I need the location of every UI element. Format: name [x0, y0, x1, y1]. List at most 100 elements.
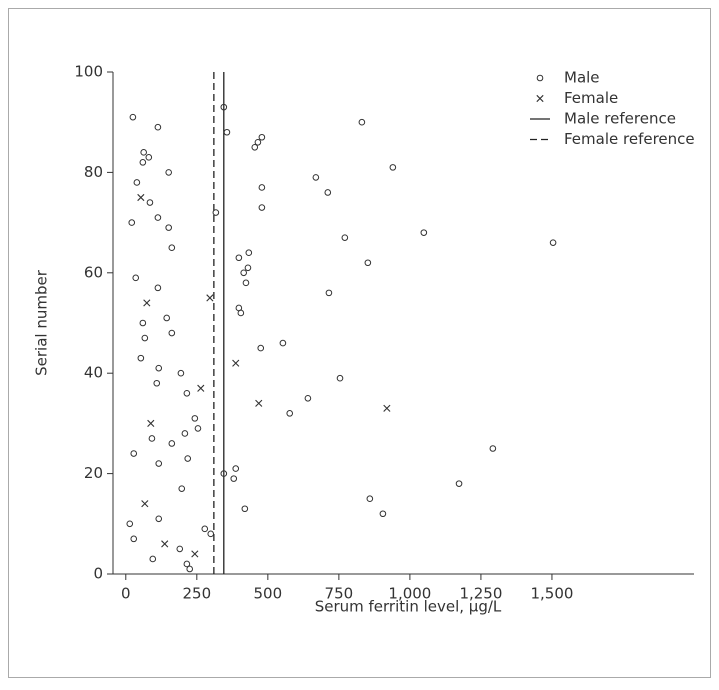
data-point	[153, 379, 161, 387]
data-point	[165, 169, 172, 176]
data-point	[181, 430, 189, 437]
data-point	[420, 229, 428, 236]
y-tick-label: 60	[84, 263, 103, 281]
data-point	[212, 209, 220, 216]
y-axis-label: Serial number	[33, 269, 51, 376]
data-point	[232, 465, 240, 472]
data-point	[129, 113, 137, 121]
data-point	[336, 374, 344, 382]
data-point	[155, 364, 163, 372]
data-point	[130, 450, 138, 457]
data-point	[139, 319, 147, 327]
data-point	[194, 425, 202, 432]
data-point	[184, 455, 192, 462]
data-point	[163, 314, 170, 322]
data-point	[230, 475, 238, 482]
data-point	[255, 399, 263, 407]
data-point	[358, 118, 366, 126]
data-point	[139, 159, 147, 166]
frame	[8, 8, 711, 678]
data-point	[154, 123, 162, 131]
data-point	[183, 560, 191, 568]
data-point	[366, 495, 374, 503]
data-point	[389, 164, 397, 171]
data-point	[143, 299, 151, 307]
data-point	[145, 154, 153, 161]
data-point	[197, 384, 205, 392]
x-tick-label: 500	[254, 585, 283, 603]
data-point	[286, 410, 294, 417]
data-point	[149, 555, 157, 563]
data-point	[128, 219, 136, 226]
legend-label: Male	[564, 69, 600, 87]
data-point	[201, 525, 209, 533]
legend-label: Female	[564, 89, 618, 107]
data-point	[206, 294, 214, 302]
data-point	[489, 445, 497, 452]
x-tick-label: 250	[182, 585, 211, 603]
x-tick-label: 1,500	[530, 585, 573, 603]
data-point	[137, 193, 145, 202]
data-point	[237, 309, 245, 317]
data-point	[154, 214, 162, 221]
x-tick-label: 0	[121, 585, 131, 603]
data-point	[178, 485, 186, 492]
data-point	[168, 329, 176, 337]
data-point	[154, 284, 162, 292]
data-point	[312, 174, 320, 181]
data-point	[133, 179, 141, 186]
data-point	[383, 404, 391, 412]
y-tick-label: 80	[84, 163, 103, 181]
y-tick-label: 40	[84, 364, 103, 382]
data-point	[146, 199, 154, 206]
data-point	[258, 133, 266, 141]
legend-marker	[536, 94, 544, 103]
data-point	[379, 510, 387, 518]
data-point	[132, 274, 140, 282]
data-point	[186, 565, 194, 573]
data-point	[130, 535, 138, 543]
data-point	[341, 234, 349, 241]
legend-label: Male reference	[564, 110, 676, 128]
data-point	[240, 269, 247, 277]
data-point	[251, 144, 259, 151]
data-point	[549, 239, 557, 246]
x-tick-label: 1,000	[388, 585, 431, 603]
data-point	[324, 189, 332, 196]
data-point	[141, 334, 149, 342]
data-point	[155, 460, 163, 467]
data-point	[165, 224, 172, 231]
data-point	[140, 149, 147, 156]
data-point	[168, 440, 176, 447]
data-point	[168, 244, 176, 251]
data-point	[304, 395, 312, 402]
data-point	[207, 530, 215, 538]
data-point	[155, 515, 163, 523]
data-point	[220, 470, 228, 477]
data-point	[364, 259, 372, 267]
data-point	[258, 184, 266, 191]
data-point	[232, 359, 240, 367]
legend-label: Female reference	[564, 130, 695, 148]
x-axis-label: Serum ferritin level, μg/L	[315, 598, 502, 616]
data-point	[254, 138, 262, 146]
data-point	[235, 254, 243, 262]
data-point	[245, 249, 253, 257]
data-point	[220, 103, 228, 111]
y-tick-label: 100	[74, 63, 103, 81]
data-point	[223, 128, 231, 136]
y-tick-label: 20	[84, 464, 103, 482]
data-point	[241, 505, 249, 513]
data-point	[161, 540, 169, 548]
data-point	[191, 550, 199, 558]
data-point	[191, 415, 199, 422]
data-point	[325, 289, 333, 297]
data-point	[258, 204, 266, 211]
data-point	[257, 344, 265, 352]
data-point	[242, 279, 250, 287]
data-point	[177, 369, 185, 377]
data-point	[279, 339, 287, 347]
legend-marker	[536, 74, 544, 82]
data-point	[176, 545, 184, 553]
